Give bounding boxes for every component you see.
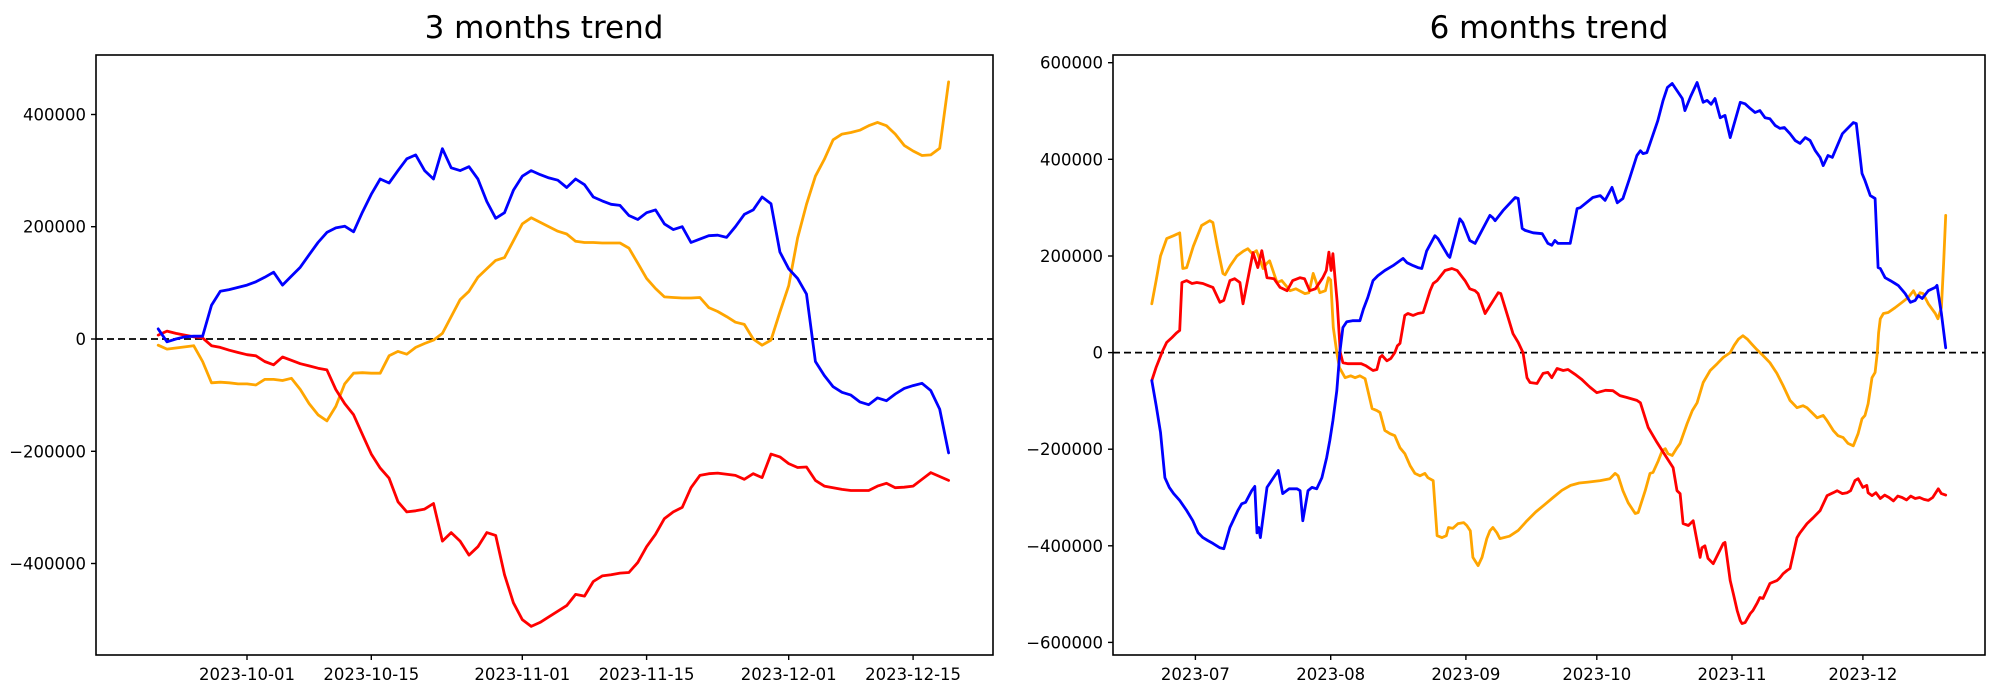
x-tick-label: 2023-09 [1431,665,1500,684]
series-line-orange [156,80,950,423]
x-tick-label: 2023-11-01 [474,665,570,684]
x-tick-label: 2023-11-15 [599,665,695,684]
y-tick-label: 200000 [1040,247,1103,266]
x-tick-label: 2023-12 [1828,665,1897,684]
series-line-blue [1150,81,1948,551]
x-tick-label: 2023-08 [1296,665,1365,684]
y-tick-label: −200000 [1026,440,1103,459]
series-line-orange [1150,213,1948,567]
y-tick-label: 400000 [23,106,86,125]
series-line-red [156,329,950,628]
y-tick-label: 600000 [1040,54,1103,73]
y-tick-label: −200000 [9,442,86,461]
plot-border [95,54,994,656]
series-line-red [1150,249,1948,625]
y-tick-label: 0 [76,330,87,349]
y-tick-label: 200000 [23,218,86,237]
series-line-blue [156,147,950,455]
x-tick-label: 2023-10 [1562,665,1631,684]
chart-title-6-months: 6 months trend [1430,10,1669,46]
x-tick-label: 2023-11 [1698,665,1767,684]
x-tick-label: 2023-10-01 [199,665,295,684]
x-tick-label: 2023-12-15 [865,665,961,684]
y-tick-label: −400000 [1026,537,1103,556]
chart-title-3-months: 3 months trend [425,10,664,46]
y-tick-label: −600000 [1026,633,1103,652]
chart-6-months: 2023-07 2023-08 2023-09 2023-10 2023-11 2023-… [1026,54,1986,684]
y-tick-label: 0 [1093,344,1104,363]
x-tick-label: 2023-12-01 [741,665,837,684]
chart-3-months: 2023-10-01 2023-10-15 2023-11-01 2023-11-15… [9,54,994,684]
x-tick-label: 2023-07 [1161,665,1230,684]
plot-border [1112,54,1986,656]
y-tick-label: −400000 [9,555,86,574]
y-tick-label: 400000 [1040,150,1103,169]
x-tick-label: 2023-10-15 [323,665,419,684]
